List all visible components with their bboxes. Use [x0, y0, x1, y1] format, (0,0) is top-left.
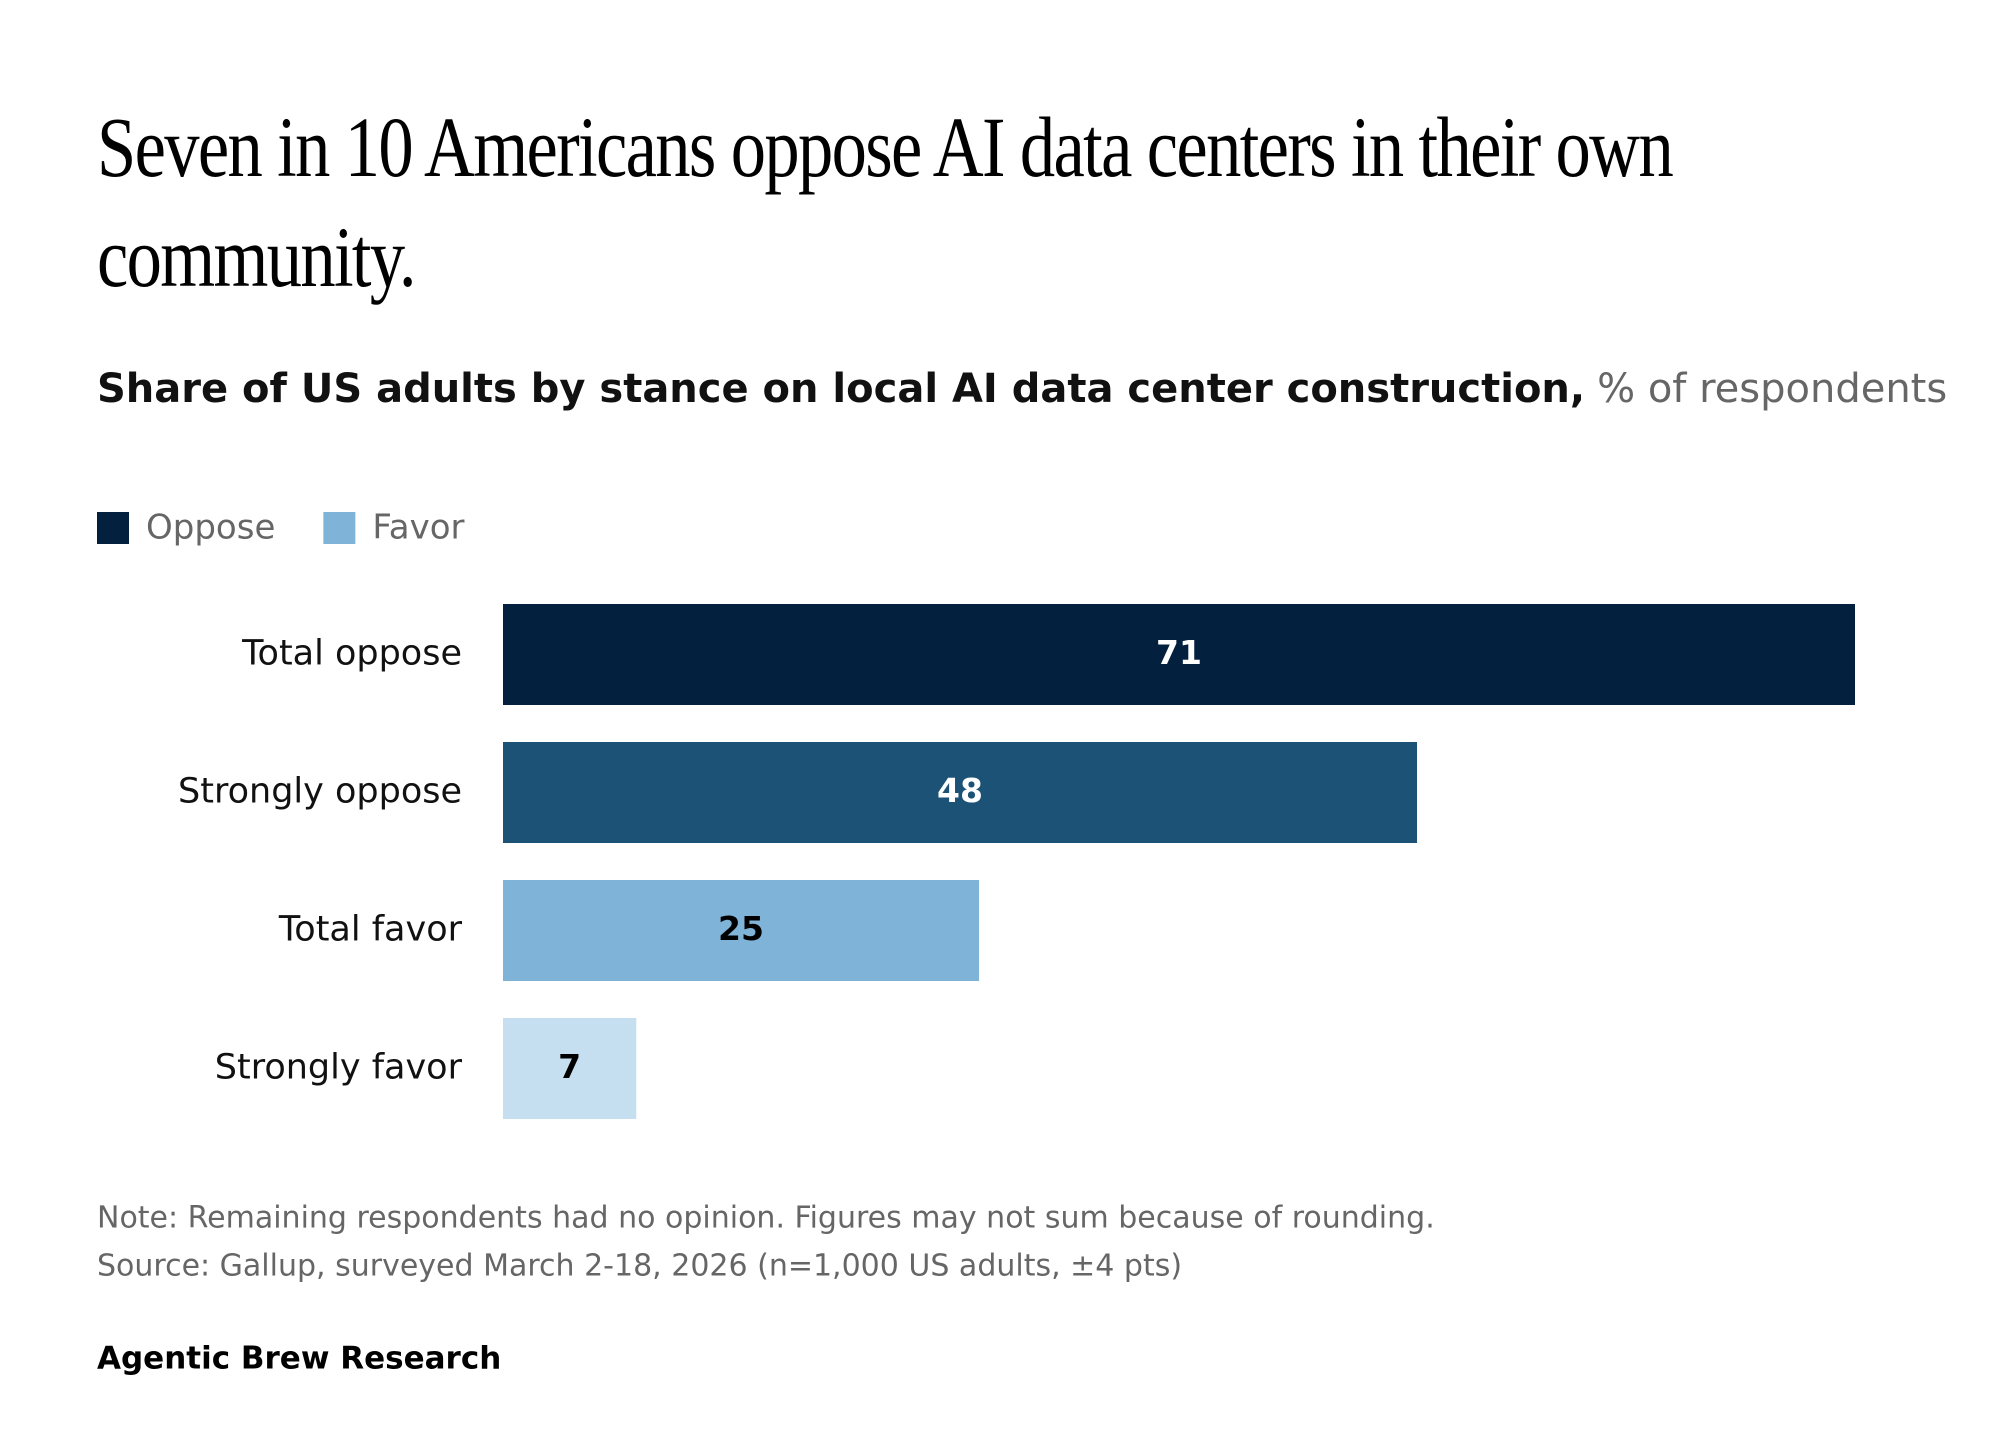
- bar: [503, 742, 1418, 843]
- y-tick-label: Total oppose: [241, 634, 462, 674]
- note: Note: Remaining respondents had no opini…: [97, 1201, 1435, 1236]
- legend-label: Oppose: [146, 508, 275, 548]
- y-tick-label: Strongly oppose: [178, 772, 462, 812]
- legend-swatch: [323, 512, 356, 544]
- legend-swatch: [97, 512, 129, 544]
- chart-subtitle: Share of US adults by stance on local AI…: [97, 366, 1947, 412]
- legend-label: Favor: [372, 508, 464, 548]
- brand: Agentic Brew Research: [97, 1341, 501, 1377]
- source: Source: Gallup, surveyed March 2-18, 202…: [97, 1249, 1182, 1284]
- y-tick-label: Total favor: [278, 910, 463, 950]
- data-label: 71: [1156, 633, 1202, 672]
- bar: [503, 1018, 637, 1119]
- subtitle-main: Share of US adults by stance on local AI…: [97, 366, 1585, 412]
- chart-title: Seven in 10 Americans oppose AI data cen…: [97, 99, 1674, 305]
- data-label: 48: [937, 771, 983, 810]
- data-label: 7: [558, 1047, 581, 1086]
- y-tick-label: Strongly favor: [215, 1048, 463, 1088]
- bar: [503, 880, 980, 981]
- data-label: 25: [718, 909, 764, 948]
- bar: [503, 604, 1855, 705]
- unit-label: % of respondents: [1597, 366, 1947, 412]
